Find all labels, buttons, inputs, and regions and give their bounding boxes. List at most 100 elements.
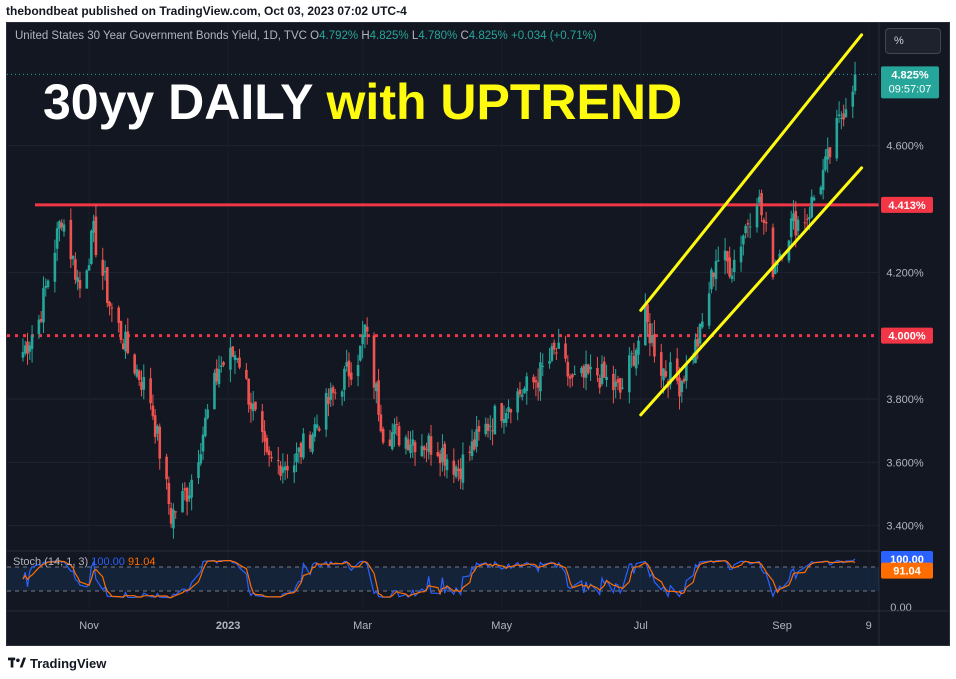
candle-body [659, 352, 663, 376]
candle-body [598, 377, 602, 388]
candle-body [53, 252, 57, 282]
candle-body [425, 448, 428, 450]
time-axis[interactable]: Nov 2023 Mar May Jul Sep 9 [7, 610, 950, 632]
last-price-tag [881, 66, 939, 99]
stoch-legend: Stoch (14, 1, 3) 100.00 91.04 [13, 556, 156, 568]
tradingview-logo[interactable]: TradingView [8, 654, 106, 672]
candle-body [630, 353, 633, 355]
candle-body [345, 362, 348, 367]
stochastic-pane: Stoch (14, 1, 3) 100.00 91.04 100.0091.04… [7, 550, 933, 614]
candle-body [600, 363, 604, 385]
candle-body [475, 429, 478, 447]
candle-body [819, 187, 823, 194]
candle-body [185, 487, 189, 502]
chart-panel[interactable]: 3.400%3.600%3.800%4.200%4.600%4.800%4.41… [6, 22, 950, 646]
candle-body [632, 355, 636, 366]
candle-body [698, 324, 702, 344]
candle-body [106, 267, 109, 303]
trend-channel-line[interactable] [639, 33, 864, 312]
candle-body [500, 403, 503, 422]
candle-body [110, 307, 114, 309]
candle-body [696, 338, 700, 347]
candle-body [564, 343, 567, 359]
price-tick-label: 4.200% [886, 267, 924, 279]
candle-body [347, 360, 351, 377]
open-label: O [310, 30, 320, 42]
candle-body [363, 324, 367, 338]
candle-body [388, 439, 392, 447]
candle-body [493, 405, 497, 435]
candle-body [313, 424, 317, 437]
candle-body [169, 508, 173, 524]
candle-body [808, 216, 811, 220]
high-value: 4.825% [369, 30, 409, 42]
candle-body [436, 452, 440, 457]
candle-body [375, 383, 378, 392]
candle-body [840, 117, 843, 119]
candle-body [183, 488, 187, 491]
candle-body [263, 431, 266, 442]
candle-body [557, 342, 560, 349]
candle-body [723, 250, 727, 261]
candle-body [520, 394, 524, 397]
candle-body [429, 436, 433, 455]
horizontal-levels[interactable] [7, 73, 879, 338]
candle-body [379, 414, 383, 432]
candle-body [404, 437, 408, 449]
candle-body [459, 468, 462, 480]
candle-body [217, 369, 221, 385]
candle-body [491, 430, 494, 432]
candle-body [60, 222, 64, 228]
candle-body [261, 411, 264, 432]
trend-channel-line[interactable] [639, 166, 864, 417]
candle-body [361, 334, 364, 345]
candle-body [810, 196, 814, 218]
candle-body [662, 368, 665, 381]
candle-body [92, 220, 95, 233]
price-axis[interactable]: 3.400%3.600%3.800%4.200%4.600%4.800%4.41… [878, 23, 939, 646]
candle-body [555, 352, 558, 354]
candle-body [331, 387, 335, 393]
candle-body [103, 271, 107, 273]
candle-body [461, 454, 465, 483]
candle-body [532, 376, 535, 383]
candle-body [716, 260, 720, 262]
chart-svg[interactable]: 3.400%3.600%3.800%4.200%4.600%4.800%4.41… [7, 23, 950, 646]
candle-body [85, 270, 89, 289]
candle-body [26, 341, 29, 354]
candle-body [308, 434, 312, 449]
candle-body [568, 376, 572, 379]
candle-body [427, 435, 431, 453]
candle-body [251, 403, 255, 412]
candle-body [582, 366, 586, 378]
percent-scale-button[interactable]: % [885, 28, 941, 54]
price-tick-label: 3.400% [886, 521, 924, 533]
price-level-tag [881, 196, 933, 213]
candle-body [78, 280, 82, 289]
candle-body [744, 225, 747, 234]
candle-body [393, 424, 396, 434]
candle-body [302, 433, 305, 458]
candle-body [637, 340, 640, 355]
candle-body [204, 417, 207, 437]
candle-body [197, 462, 200, 479]
time-tick-label: Sep [772, 620, 792, 632]
candle-body [504, 413, 508, 423]
countdown-label: 09:57:07 [889, 83, 932, 95]
candle-body [311, 434, 314, 452]
title-part-2: with UPTREND [326, 74, 683, 130]
last-price-label: 4.825% [891, 69, 929, 81]
candle-body [71, 255, 75, 259]
footer-logo-text: TradingView [30, 655, 107, 671]
candle-body [621, 387, 624, 389]
candle-body [324, 392, 328, 430]
candle-body [534, 380, 538, 383]
candle-body [411, 439, 415, 446]
symbol-name: United States 30 Year Government Bonds Y… [15, 30, 307, 42]
candle-body [381, 428, 385, 443]
candle-body [742, 235, 745, 245]
candle-body [789, 218, 793, 238]
trend-channel[interactable] [639, 33, 864, 417]
candle-body [377, 380, 380, 415]
stoch-d-tag-label: 91.04 [893, 566, 921, 578]
